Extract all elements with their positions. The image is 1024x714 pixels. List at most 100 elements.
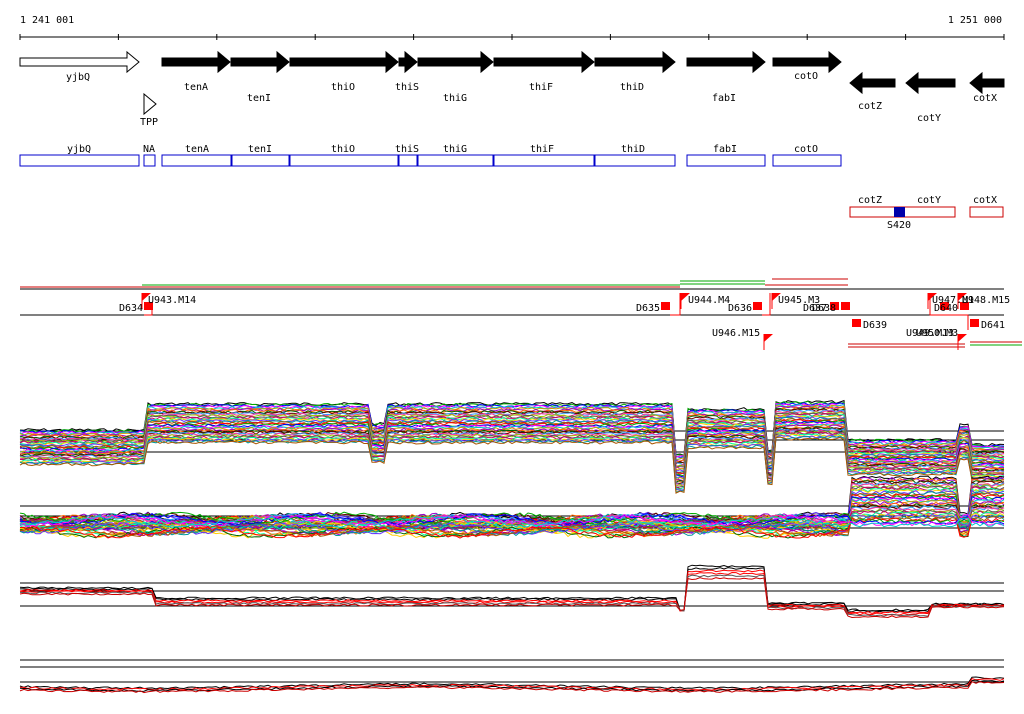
gene-arrow-thiF[interactable] [493, 50, 595, 74]
transcript-track: yjbQ NA tenA tenI thiO thiS thiG thiF th… [19, 144, 1004, 231]
upshift-flag [958, 293, 967, 301]
promoter-site-S420[interactable]: S420 [887, 207, 911, 231]
downshift-label-D638[interactable]: D638 [812, 303, 836, 314]
transcript-box-thiD[interactable] [594, 154, 676, 167]
expression-line [19, 513, 1005, 535]
shift-track: U943.M14 U944.M4 U945.M3 U946.M15 U947.M… [20, 278, 1022, 350]
expression-line [19, 402, 1005, 458]
shift-connector [144, 303, 153, 316]
expression-line [19, 567, 1005, 613]
gene-label-yjbQ[interactable]: yjbQ [66, 72, 90, 83]
transcript-label-thiO: thiO [331, 144, 355, 155]
transcript-label-thiD: thiD [621, 144, 645, 155]
gene-label-cotY[interactable]: cotY [917, 113, 941, 124]
transcript-label-thiG: thiG [443, 144, 467, 155]
transcript-label-thiF: thiF [530, 144, 554, 155]
transcript-box-NA[interactable] [143, 154, 156, 167]
transcript-box-thiF[interactable] [493, 154, 595, 167]
transcript-box-tenI[interactable] [231, 154, 290, 167]
gene-label-cotO[interactable]: cotO [794, 71, 818, 82]
downshift-label-D641[interactable]: D641 [981, 320, 1005, 331]
gene-label-cotZ[interactable]: cotZ [858, 101, 882, 112]
expression-line [19, 574, 1005, 617]
gene-arrow-cotZ[interactable] [849, 71, 896, 95]
shift-connector [762, 293, 771, 316]
upshift-label-U949[interactable]: U949.M13 [906, 328, 954, 339]
transcript-box-cotO[interactable] [772, 154, 842, 167]
gene-arrow-thiG[interactable] [417, 50, 494, 74]
transcript-box-thiG[interactable] [417, 154, 494, 167]
gene-label-cotX[interactable]: cotX [973, 93, 997, 104]
transcript-label-NA: NA [143, 144, 155, 155]
riboswitch-label: TPP [140, 117, 158, 128]
gene-label-tenA[interactable]: tenA [184, 82, 208, 93]
gene-arrow-cotY[interactable] [905, 71, 956, 95]
expression-panel-1 [19, 399, 1005, 494]
downshift-label-D635[interactable]: D635 [636, 303, 660, 314]
expression-line [19, 678, 1005, 691]
expression-line [19, 512, 1005, 526]
downshift-label-D640[interactable]: D640 [934, 303, 958, 314]
upshift-label-U944[interactable]: U944.M4 [688, 295, 730, 306]
gene-arrow-tenA[interactable] [161, 50, 231, 74]
gene-arrow-thiO[interactable] [289, 50, 399, 74]
expression-line [19, 403, 1005, 460]
downshift-label-D637[interactable]: D637 [803, 303, 827, 314]
gene-label-thiG[interactable]: thiG [443, 93, 467, 104]
gene-arrow-tenI[interactable] [230, 50, 290, 74]
gene-label-thiD[interactable]: thiD [620, 82, 644, 93]
gene-arrow-fabI[interactable] [686, 50, 766, 74]
expression-line [19, 422, 1005, 480]
gene-arrow-cotX[interactable] [969, 71, 1005, 95]
upshift-label-U943[interactable]: U943.M14 [148, 295, 196, 306]
transcript-box-thiO[interactable] [289, 154, 399, 167]
expression-line [19, 412, 1005, 469]
transcript-label-yjbQ: yjbQ [67, 144, 91, 155]
riboswitch-tpp[interactable]: TPP [140, 92, 158, 128]
upshift-label-U950[interactable]: U950.M3 [916, 328, 958, 339]
expression-line [19, 497, 1005, 533]
expression-line [19, 423, 1004, 482]
expression-line [19, 433, 1005, 492]
gene-arrow-thiS[interactable] [398, 50, 418, 74]
downshift-flag [852, 319, 861, 327]
transcript-box-tenA[interactable] [161, 154, 232, 167]
transcript-box-yjbQ[interactable] [19, 154, 140, 167]
upshift-label-U948[interactable]: U948.M15 [962, 295, 1010, 306]
downshift-label-D636[interactable]: D636 [728, 303, 752, 314]
gene-track: yjbQ tenA tenI thiO thiS thiG thiF thiD … [19, 50, 1005, 128]
upshift-flag [772, 293, 781, 301]
expression-line [19, 516, 1005, 538]
expression-line [19, 417, 1005, 475]
expression-line [19, 411, 1005, 468]
coord-start-label: 1 241 001 [20, 15, 74, 26]
gene-arrow-yjbQ[interactable] [19, 50, 140, 74]
upshift-label-U946[interactable]: U946.M15 [712, 328, 760, 339]
transcript-box-reverse[interactable] [969, 206, 1004, 218]
transcript-box-fabI[interactable] [686, 154, 766, 167]
transcript-label-row: yjbQ NA tenA tenI thiO thiS thiG thiF th… [67, 144, 997, 206]
downshift-label-D634[interactable]: D634 [119, 303, 143, 314]
expression-panel-3 [19, 564, 1005, 619]
expression-line [19, 514, 1005, 527]
gene-label-thiF[interactable]: thiF [529, 82, 553, 93]
downshift-flag [960, 302, 969, 310]
downshift-label-D639[interactable]: D639 [863, 320, 887, 331]
ruler [19, 34, 1005, 40]
expression-line [19, 436, 1005, 494]
downshift-flag [661, 302, 670, 310]
transcript-box-thiS[interactable] [398, 154, 418, 167]
expression-line [19, 681, 1005, 694]
gene-label-thiS[interactable]: thiS [395, 82, 419, 93]
coord-end-label: 1 251 000 [948, 15, 1002, 26]
gene-label-thiO[interactable]: thiO [331, 82, 355, 93]
upshift-label-U945[interactable]: U945.M3 [778, 295, 820, 306]
gene-arrow-thiD[interactable] [594, 50, 676, 74]
gene-label-fabI[interactable]: fabI [712, 93, 736, 104]
downshift-flag [753, 302, 762, 310]
transcript-label-thiS: thiS [395, 144, 419, 155]
gene-label-tenI[interactable]: tenI [247, 93, 271, 104]
gene-arrow-cotO[interactable] [772, 50, 842, 74]
upshift-label-U947[interactable]: U947.M1 [932, 295, 974, 306]
transcript-label-cotO: cotO [794, 144, 818, 155]
